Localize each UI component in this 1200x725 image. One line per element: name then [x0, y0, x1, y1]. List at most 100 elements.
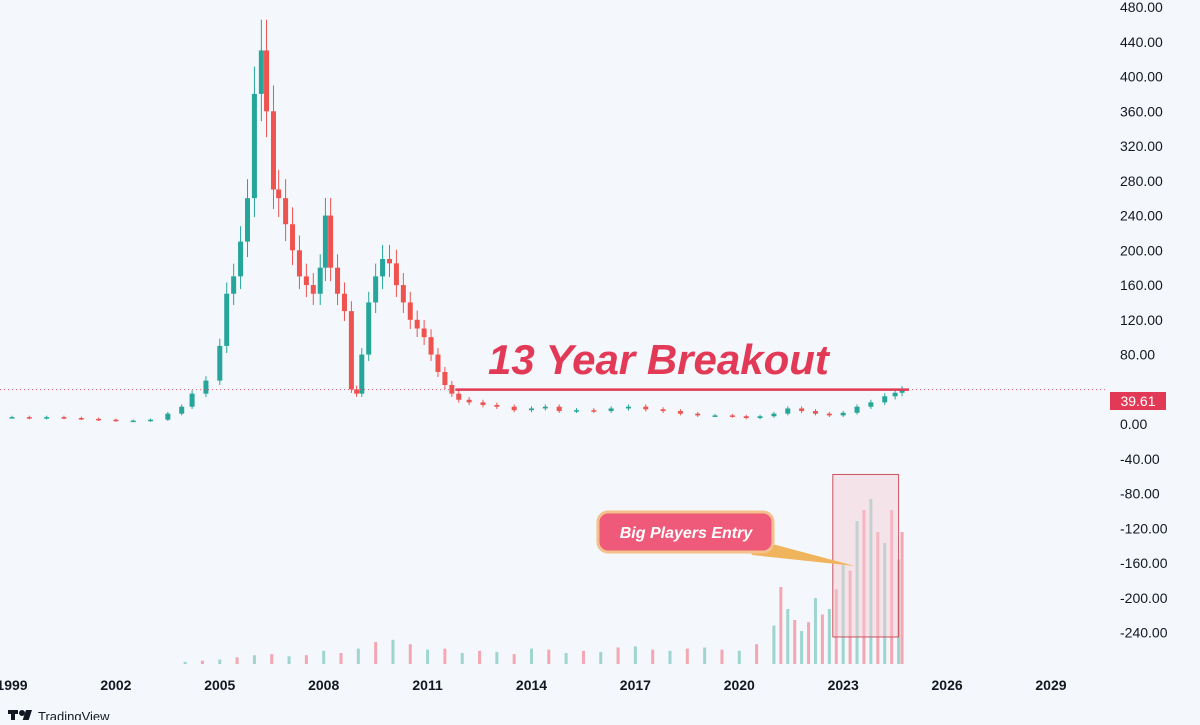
- candle-body: [322, 215, 328, 268]
- candle-body: [743, 416, 749, 418]
- y-tick-label: 240.00: [1120, 208, 1163, 224]
- candle-body: [264, 50, 270, 112]
- volume-bar: [793, 620, 797, 664]
- candle-body: [854, 406, 860, 413]
- volume-bar: [252, 655, 256, 664]
- candle-body: [335, 267, 341, 294]
- candle-body: [528, 408, 534, 411]
- volume-bar: [616, 647, 620, 664]
- candle-body: [386, 258, 392, 264]
- candle-body: [373, 276, 379, 303]
- candle-body: [276, 189, 282, 199]
- candle-body: [812, 411, 818, 414]
- candle-body: [270, 111, 276, 190]
- candle-body: [542, 406, 548, 409]
- volume-bar: [529, 648, 533, 664]
- candle-body: [608, 408, 614, 412]
- last-price-label: 39.61: [1110, 392, 1166, 410]
- volume-bar: [869, 499, 873, 664]
- candle-body: [591, 410, 597, 412]
- y-tick-label: -200.00: [1120, 590, 1168, 606]
- candle-body: [785, 408, 791, 414]
- volume-bar: [800, 631, 804, 664]
- volume-bar: [235, 657, 239, 664]
- candle-body: [449, 384, 455, 394]
- x-tick-label: 2005: [204, 677, 235, 693]
- y-tick-label: 280.00: [1120, 173, 1163, 189]
- candle-body: [466, 399, 472, 403]
- candle-body: [251, 93, 257, 199]
- candle-body: [480, 402, 486, 405]
- price-candles: [9, 19, 905, 423]
- last-price-value: 39.61: [1120, 393, 1155, 409]
- y-tick-label: 0.00: [1120, 416, 1147, 432]
- y-tick-label: 120.00: [1120, 312, 1163, 328]
- candle-body: [366, 302, 372, 355]
- candle-body: [245, 198, 251, 242]
- volume-bar: [443, 648, 447, 664]
- x-tick-label: 2017: [620, 677, 651, 693]
- candle-body: [380, 258, 386, 277]
- big-players-callout: Big Players Entry: [596, 510, 855, 566]
- y-tick-label: 480.00: [1120, 0, 1163, 15]
- volume-bar: [876, 532, 880, 664]
- volume-bar: [495, 651, 499, 664]
- candle-body: [899, 389, 905, 393]
- volume-bar: [737, 650, 741, 664]
- candle-body: [494, 404, 500, 407]
- callout-label: Big Players Entry: [620, 525, 754, 542]
- volume-bar: [599, 651, 603, 664]
- candle-body: [574, 410, 580, 412]
- volume-bar: [900, 532, 904, 664]
- candle-body: [258, 50, 264, 94]
- candle-body: [826, 413, 832, 416]
- candle-body: [435, 354, 441, 372]
- candle-body: [712, 415, 718, 417]
- volume-bar: [391, 639, 395, 664]
- volume-bar: [512, 654, 516, 664]
- candle-body: [317, 267, 323, 294]
- candle-body: [26, 417, 32, 419]
- candle-body: [44, 417, 50, 419]
- candle-body: [695, 413, 701, 416]
- candle-body: [61, 417, 67, 419]
- candle-body: [78, 417, 84, 420]
- volume-bar: [820, 614, 824, 664]
- volume-bar: [703, 647, 707, 664]
- y-tick-label: -160.00: [1120, 555, 1168, 571]
- x-tick-label: 2002: [100, 677, 131, 693]
- candle-body: [840, 412, 846, 416]
- candle-body: [217, 345, 223, 381]
- volume-bar: [755, 644, 759, 664]
- volume-bar: [322, 650, 326, 664]
- volume-bar: [460, 653, 464, 664]
- y-tick-label: -80.00: [1120, 486, 1160, 502]
- volume-bar: [339, 653, 343, 664]
- candle-body: [96, 418, 102, 421]
- volume-bar: [813, 598, 817, 664]
- volume-bar: [200, 660, 204, 664]
- volume-bar: [633, 646, 637, 664]
- volume-bar: [890, 510, 894, 664]
- candle-body: [341, 293, 347, 312]
- candle-body: [757, 416, 763, 418]
- candle-body: [660, 409, 666, 412]
- candle-body: [892, 392, 898, 397]
- candle-body: [428, 337, 434, 355]
- x-tick-label: 2029: [1035, 677, 1066, 693]
- volume-bar: [374, 642, 378, 664]
- candle-body: [179, 406, 185, 414]
- tradingview-logo-icon: [8, 710, 32, 722]
- volume-bar: [478, 650, 482, 664]
- y-tick-label: 80.00: [1120, 347, 1155, 363]
- last-price-badge: [1110, 392, 1166, 410]
- candle-body: [421, 328, 427, 338]
- candle-body: [393, 263, 399, 286]
- volume-bar: [270, 654, 274, 664]
- candle-body: [310, 285, 316, 294]
- candle-body: [231, 276, 237, 294]
- candle-body: [165, 413, 171, 420]
- candle-body: [643, 406, 649, 410]
- volume-bar: [408, 644, 412, 664]
